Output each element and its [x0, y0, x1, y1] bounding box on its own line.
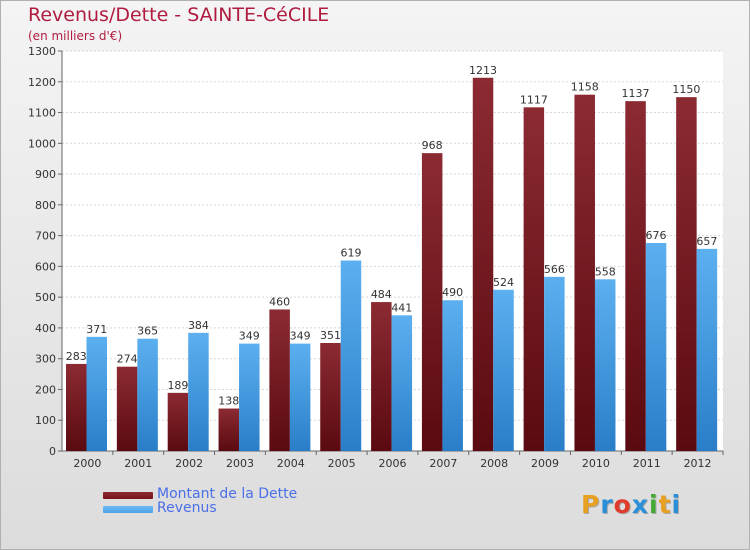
bar-dette: [371, 302, 392, 451]
x-tick-label: 2001: [124, 457, 152, 470]
y-tick-label: 100: [35, 414, 56, 427]
logo-letter: i: [671, 490, 682, 519]
bar-revenus-label: 384: [188, 319, 209, 332]
x-tick-label: 2005: [328, 457, 356, 470]
legend-swatch-revenus: [103, 506, 153, 513]
bar-dette-label: 1158: [571, 81, 599, 94]
proxiti-logo: Proxiti: [581, 490, 681, 519]
bar-revenus-label: 349: [239, 330, 260, 343]
bar-revenus-label: 566: [544, 263, 565, 276]
bar-revenus-label: 619: [340, 247, 361, 260]
bar-dette-label: 1150: [672, 83, 700, 96]
y-tick-label: 1000: [28, 137, 56, 150]
bar-dette-label: 1117: [520, 93, 548, 106]
x-tick-label: 2008: [480, 457, 508, 470]
bar-revenus: [493, 289, 514, 451]
bar-dette-label: 1213: [469, 64, 497, 77]
x-tick-label: 2010: [582, 457, 610, 470]
bar-revenus-label: 657: [696, 235, 717, 248]
bar-dette: [676, 97, 697, 452]
chart-subtitle: (en milliers d'€): [28, 29, 123, 43]
y-tick-label: 600: [35, 260, 56, 273]
y-tick-label: 700: [35, 230, 56, 243]
bar-revenus-label: 490: [442, 286, 463, 299]
x-tick-label: 2007: [429, 457, 457, 470]
bar-dette-label: 1137: [622, 87, 650, 100]
logo-letter: r: [600, 490, 614, 519]
y-tick-label: 300: [35, 353, 56, 366]
bar-dette-label: 484: [371, 288, 392, 301]
bar-revenus-label: 441: [391, 301, 412, 314]
bar-dette-label: 274: [117, 353, 138, 366]
bar-revenus: [340, 260, 362, 451]
bar-revenus: [289, 343, 311, 451]
bar-dette-label: 138: [218, 395, 239, 408]
logo-letter: i: [649, 490, 659, 519]
x-tick-label: 2004: [277, 457, 305, 470]
chart-title: Revenus/Dette - SAINTE-CéCILE: [28, 4, 330, 26]
bar-dette: [218, 408, 240, 451]
bar-revenus-label: 558: [595, 265, 616, 278]
x-tick-label: 2011: [633, 457, 661, 470]
bar-revenus: [594, 279, 616, 451]
bar-revenus: [239, 343, 260, 451]
y-tick-label: 0: [49, 445, 56, 458]
bar-revenus: [391, 315, 413, 451]
y-tick-label: 1300: [28, 45, 56, 58]
bar-dette: [472, 77, 494, 452]
y-tick-label: 200: [35, 383, 56, 396]
bar-revenus-label: 524: [493, 276, 514, 289]
bar-dette: [523, 107, 545, 452]
bar-revenus: [696, 248, 718, 451]
x-tick-label: 2000: [73, 457, 101, 470]
logo-letter: t: [658, 490, 672, 519]
bar-dette: [269, 309, 290, 451]
bar-dette: [116, 366, 138, 451]
logo-letter: o: [613, 490, 632, 519]
bar-revenus: [442, 300, 463, 451]
bar-dette-label: 460: [269, 295, 290, 308]
logo-letter: x: [631, 490, 649, 519]
bar-dette-label: 351: [320, 329, 341, 342]
legend-label-revenus: Revenus: [157, 500, 217, 516]
bar-dette: [625, 101, 646, 452]
bar-revenus-label: 365: [137, 325, 158, 338]
bar-revenus-label: 676: [646, 229, 667, 242]
legend-swatch-dette: [103, 492, 153, 499]
x-tick-label: 2006: [379, 457, 407, 470]
bar-dette: [320, 343, 341, 451]
x-tick-label: 2003: [226, 457, 254, 470]
y-tick-label: 1100: [28, 107, 56, 120]
x-tick-label: 2012: [684, 457, 712, 470]
bar-revenus-label: 371: [86, 323, 107, 336]
x-tick-label: 2002: [175, 457, 203, 470]
bar-dette-label: 189: [167, 379, 188, 392]
x-tick-label: 2009: [531, 457, 559, 470]
bar-dette: [421, 153, 443, 451]
bar-revenus: [86, 336, 107, 451]
logo-letter: P: [581, 490, 601, 519]
bar-dette: [167, 392, 189, 451]
bar-dette-label: 968: [422, 139, 443, 152]
bar-dette: [66, 363, 87, 451]
y-tick-label: 800: [35, 199, 56, 212]
bar-revenus: [544, 276, 565, 451]
bar-revenus: [137, 338, 158, 451]
bar-dette-label: 283: [66, 350, 87, 363]
bar-revenus: [645, 243, 667, 451]
bar-dette: [574, 94, 595, 451]
bar-revenus-label: 349: [290, 330, 311, 343]
y-tick-label: 900: [35, 168, 56, 181]
y-tick-label: 500: [35, 291, 56, 304]
y-tick-label: 400: [35, 322, 56, 335]
bar-revenus: [188, 332, 209, 451]
legend-label-dette: Montant de la Dette: [157, 486, 298, 502]
y-tick-label: 1200: [28, 76, 56, 89]
